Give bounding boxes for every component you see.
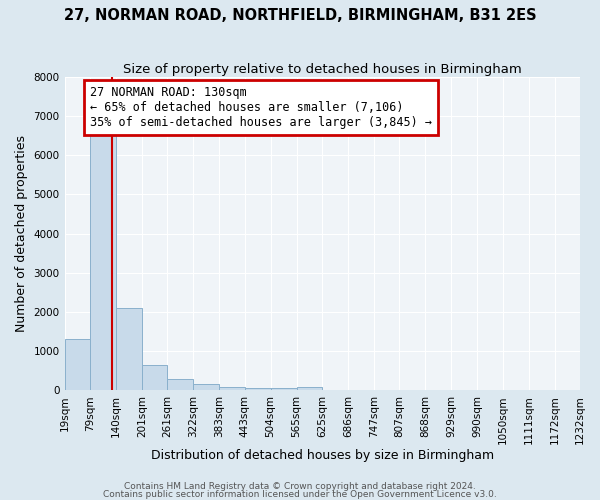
Title: Size of property relative to detached houses in Birmingham: Size of property relative to detached ho… <box>123 62 521 76</box>
X-axis label: Distribution of detached houses by size in Birmingham: Distribution of detached houses by size … <box>151 450 494 462</box>
Bar <box>271 388 296 390</box>
Bar <box>142 365 167 390</box>
Text: 27 NORMAN ROAD: 130sqm
← 65% of detached houses are smaller (7,106)
35% of semi-: 27 NORMAN ROAD: 130sqm ← 65% of detached… <box>91 86 433 129</box>
Bar <box>296 387 322 390</box>
Bar <box>219 387 245 390</box>
Y-axis label: Number of detached properties: Number of detached properties <box>15 135 28 332</box>
Bar <box>167 378 193 390</box>
Text: Contains HM Land Registry data © Crown copyright and database right 2024.: Contains HM Land Registry data © Crown c… <box>124 482 476 491</box>
Bar <box>193 384 219 390</box>
Text: Contains public sector information licensed under the Open Government Licence v3: Contains public sector information licen… <box>103 490 497 499</box>
Bar <box>90 132 116 390</box>
Bar <box>65 340 90 390</box>
Bar <box>116 308 142 390</box>
Text: 27, NORMAN ROAD, NORTHFIELD, BIRMINGHAM, B31 2ES: 27, NORMAN ROAD, NORTHFIELD, BIRMINGHAM,… <box>64 8 536 22</box>
Bar <box>245 388 271 390</box>
